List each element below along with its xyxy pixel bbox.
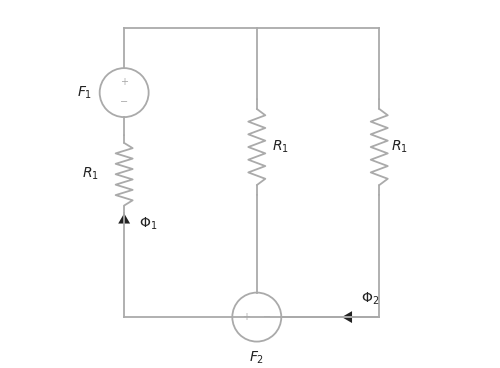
Text: $R_1$: $R_1$ <box>391 139 408 155</box>
Text: $\Phi_2$: $\Phi_2$ <box>360 290 379 307</box>
Text: +: + <box>242 312 250 322</box>
Text: +: + <box>120 77 128 87</box>
Text: $R_1$: $R_1$ <box>272 139 289 155</box>
Polygon shape <box>342 311 352 323</box>
Text: −: − <box>263 312 271 322</box>
Text: $F_1$: $F_1$ <box>76 84 92 101</box>
Text: $\Phi_1$: $\Phi_1$ <box>140 215 158 232</box>
Text: $F_2$: $F_2$ <box>249 350 264 366</box>
Text: $R_1$: $R_1$ <box>82 166 98 183</box>
Polygon shape <box>118 213 130 223</box>
Text: −: − <box>120 97 128 107</box>
